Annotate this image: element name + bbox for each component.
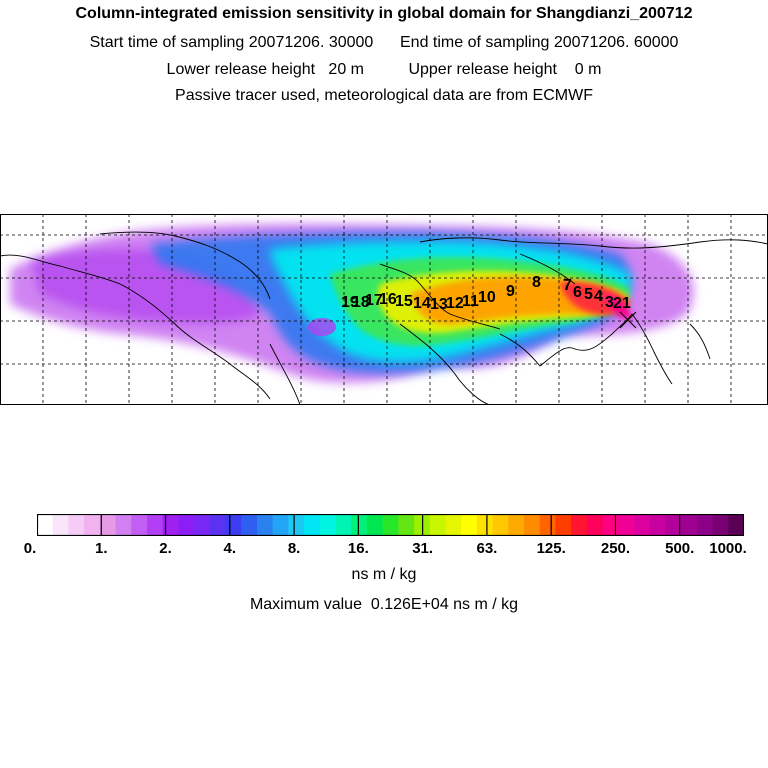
trajectory-label-2: 2 <box>613 295 622 312</box>
sampling-time-line: Start time of sampling 20071206. 30000 E… <box>89 34 679 51</box>
colorbar-swatch <box>602 514 619 536</box>
graticule <box>0 214 768 405</box>
colorbar-tick-labels: 0. 1. 2. 4. 8. 16. 31. 63. 125. 250. 500. 1000. <box>0 540 768 560</box>
colorbar-swatch <box>382 514 399 536</box>
colorbar <box>37 514 744 536</box>
tracer-info-line: Passive tracer used, meteorological data… <box>175 87 593 104</box>
colorbar-swatch <box>366 514 384 536</box>
trajectory-label-4: 4 <box>594 288 603 305</box>
colorbar-swatch <box>429 514 446 536</box>
trajectory-label-5: 5 <box>584 286 593 303</box>
colorbar-swatch <box>288 514 305 536</box>
colorbar-swatch <box>194 514 211 536</box>
colorbar-swatch <box>84 514 101 536</box>
trajectory-label-6: 6 <box>573 284 582 301</box>
colorbar-tick-label: 8. <box>287 540 301 557</box>
release-height-line: Lower release height 20 m Upper release … <box>166 61 602 78</box>
trajectory-label-7: 7 <box>563 277 572 294</box>
colorbar-swatch <box>68 514 85 536</box>
colorbar-swatch <box>555 514 572 536</box>
plume-atlantic-blob <box>308 318 336 336</box>
colorbar-tick-label: 0. <box>23 540 37 557</box>
colorbar-tick-label: 250. <box>600 540 631 557</box>
colorbar-swatch <box>681 514 698 536</box>
trajectory-labels: 19 18 17 16 15 14 13 12 11 10 9 8 7 6 5 … <box>341 274 631 313</box>
colorbar-swatch <box>476 514 494 536</box>
trajectory-label-14: 14 <box>413 295 431 312</box>
trajectory-label-16: 16 <box>379 291 397 308</box>
trajectory-label-15: 15 <box>395 293 413 310</box>
colorbar-tick-label: 1000. <box>709 540 747 557</box>
colorbar-tick-label: 31. <box>412 540 434 557</box>
colorbar-swatch <box>398 514 415 536</box>
colorbar-swatch <box>335 514 352 536</box>
colorbar-swatch <box>241 514 258 536</box>
trajectory-label-3: 3 <box>605 294 614 311</box>
colorbar-swatch <box>99 514 117 536</box>
colorbar-swatch <box>618 514 635 536</box>
colorbar-tick-label: 500. <box>665 540 695 557</box>
colorbar-swatch <box>178 514 195 536</box>
colorbar-swatch <box>461 514 478 536</box>
colorbar-swatch <box>115 514 132 536</box>
colorbar-tick-label: 16. <box>347 540 369 557</box>
colorbar-swatch <box>351 514 368 536</box>
colorbar-swatch <box>319 514 337 536</box>
trajectory-label-11: 11 <box>462 293 479 310</box>
colorbar-swatch <box>712 514 729 536</box>
colorbar-tick-label: 1. <box>95 540 108 557</box>
colorbar-tick-label: 2. <box>159 540 172 557</box>
trajectory-label-17: 17 <box>365 292 383 309</box>
colorbar-frame <box>37 514 744 536</box>
colorbar-swatch <box>256 514 274 536</box>
colorbar-swatch <box>37 514 54 536</box>
colorbar-swatch <box>304 514 321 536</box>
colorbar-swatch <box>225 514 242 536</box>
colorbar-swatch <box>209 514 227 536</box>
plume-red <box>560 281 632 319</box>
colorbar-swatch <box>586 514 604 536</box>
colorbar-swatch <box>272 514 289 536</box>
plot-title: Column-integrated emission sensitivity i… <box>75 5 693 22</box>
colorbar-swatch <box>571 514 588 536</box>
colorbar-swatch <box>634 514 651 536</box>
trajectory-label-1: 1 <box>622 295 631 312</box>
colorbar-swatch <box>131 514 148 536</box>
colorbar-swatch <box>539 514 556 536</box>
colorbar-swatch <box>162 514 179 536</box>
colorbar-tick-label: 125. <box>536 540 566 557</box>
trajectory-label-13: 13 <box>430 296 448 313</box>
trajectory-label-18: 18 <box>352 294 370 311</box>
colorbar-swatch <box>508 514 525 536</box>
colorbar-swatch <box>52 514 69 536</box>
colorbar-swatch <box>665 514 682 536</box>
receptor-cross-icon <box>619 311 637 329</box>
trajectory-label-12: 12 <box>446 295 464 312</box>
trajectory-label-10: 10 <box>478 289 496 306</box>
colorbar-tick-label: 63. <box>476 540 498 557</box>
trajectory-label-19: 19 <box>341 294 359 311</box>
coastlines <box>0 231 768 405</box>
trajectory-label-8: 8 <box>532 274 541 291</box>
colorbar-swatch <box>728 514 744 536</box>
colorbar-swatch <box>649 514 666 536</box>
colorbar-swatch <box>524 514 541 536</box>
colorbar-swatch <box>445 514 462 536</box>
colorbar-swatch <box>492 514 509 536</box>
colorbar-unit: ns m / kg <box>351 566 417 583</box>
colorbar-swatch <box>146 514 164 536</box>
maximum-value-text: Maximum value 0.126E+04 ns m / kg <box>249 596 519 613</box>
colorbar-swatch <box>696 514 714 536</box>
colorbar-tick-label: 4. <box>223 540 237 557</box>
sensitivity-map: 19 18 17 16 15 14 13 12 11 10 9 8 7 6 5 … <box>0 214 768 405</box>
trajectory-label-9: 9 <box>506 283 515 300</box>
